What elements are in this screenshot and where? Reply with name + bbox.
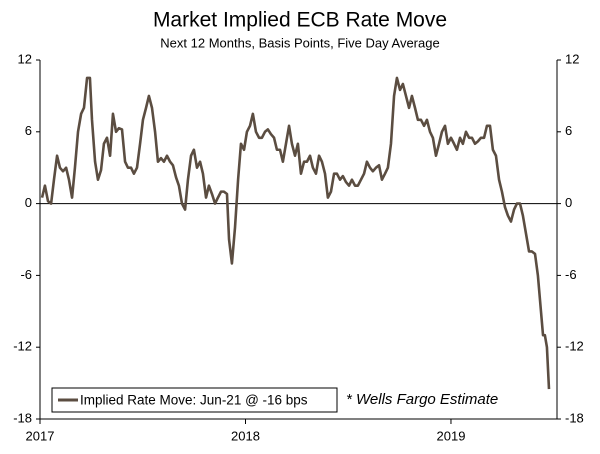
y2-tick-label: 0 [565, 195, 572, 210]
x-tick-label: 2018 [231, 428, 260, 443]
y2-tick-label: -18 [565, 410, 584, 425]
y-tick-label: -18 [13, 410, 32, 425]
y-tick-label: -12 [13, 339, 32, 354]
x-tick-label: 2019 [437, 428, 466, 443]
annotation: * Wells Fargo Estimate [346, 391, 498, 408]
y-tick-label: -6 [20, 267, 32, 282]
y-tick-label: 0 [25, 195, 32, 210]
data-line [40, 76, 551, 390]
chart-subtitle: Next 12 Months, Basis Points, Five Day A… [160, 35, 439, 50]
chart-title: Market Implied ECB Rate Move [153, 9, 447, 32]
legend-label: Implied Rate Move: Jun-21 @ -16 bps [80, 393, 308, 408]
y2-tick-label: 12 [565, 51, 579, 66]
y2-tick-label: -12 [565, 339, 584, 354]
y2-tick-label: -6 [565, 267, 577, 282]
y-tick-label: 12 [18, 51, 32, 66]
x-tick-label: 2017 [26, 428, 55, 443]
y2-tick-label: 6 [565, 123, 572, 138]
legend-box [51, 387, 338, 413]
y-tick-label: 6 [25, 123, 32, 138]
